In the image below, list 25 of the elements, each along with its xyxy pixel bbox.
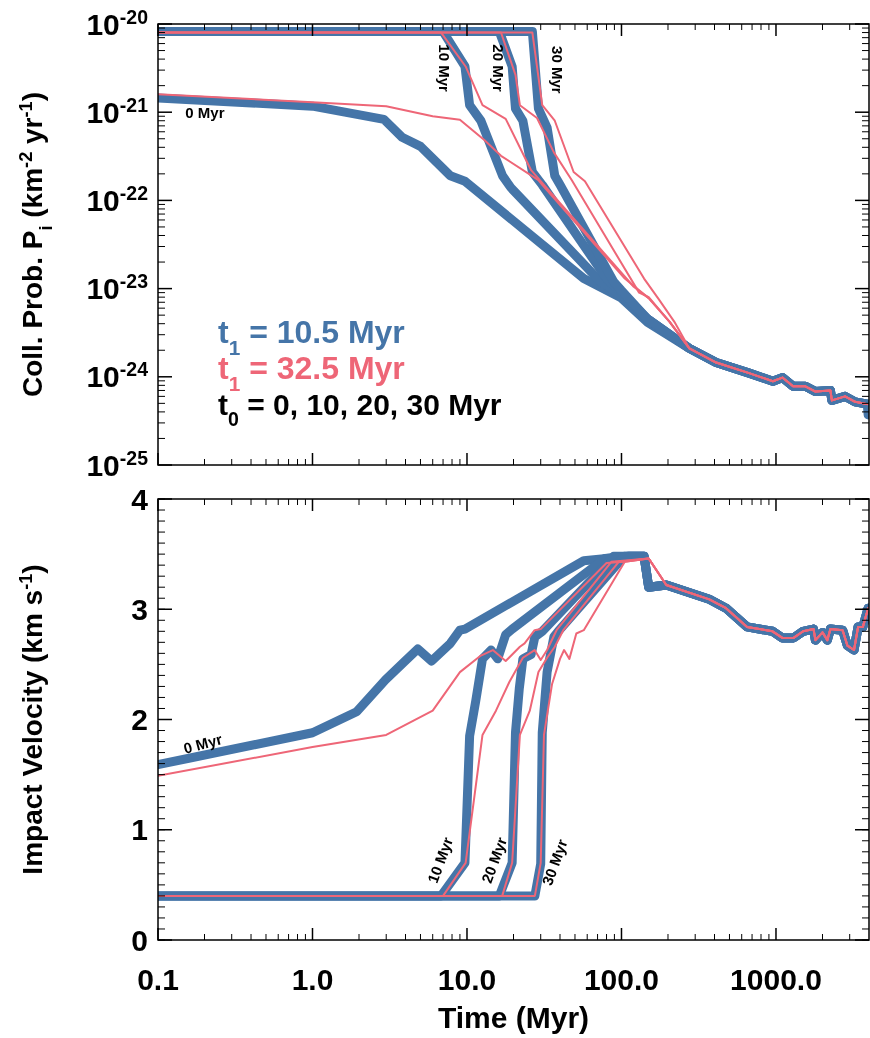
y-tick-label: 10$^{-23}$: [86, 270, 149, 306]
annotation: 20 Myr: [489, 44, 507, 93]
x-axis-title: Time (Myr): [437, 1001, 590, 1034]
annotation: 30 Myr: [548, 46, 566, 94]
y-tick-label: 10$^{-24}$: [86, 358, 149, 394]
x-tick-label: 100.0: [583, 963, 660, 996]
y-tick-label: 10$^{-21}$: [86, 93, 149, 129]
x-tick-label: 10.0: [437, 963, 497, 996]
annotation: 30 Myr: [538, 836, 571, 888]
annotation: 10 Myr: [423, 834, 457, 886]
annotation: 10 Myr: [435, 44, 453, 93]
x-tick-label: 0.1: [137, 963, 179, 996]
x-tick-label: 1000.0: [730, 963, 822, 996]
y-tick-label: 4: [131, 482, 149, 516]
y-tick-label: 2: [131, 703, 148, 736]
annotation: 0 Myr: [181, 730, 225, 757]
y-tick-label: 10$^{-20}$: [86, 5, 149, 41]
y-tick-label: 1: [131, 813, 148, 847]
y-tick-label: 10$^{-25}$: [86, 446, 149, 482]
y-tick-label: 10$^{-22}$: [86, 181, 149, 217]
y-tick-label: 3: [131, 592, 148, 626]
x-tick-label: 1.0: [291, 963, 334, 996]
annotation: 20 Myr: [477, 834, 511, 886]
annotation: 0 Myr: [185, 104, 225, 122]
y-tick-label: 0: [131, 923, 148, 957]
